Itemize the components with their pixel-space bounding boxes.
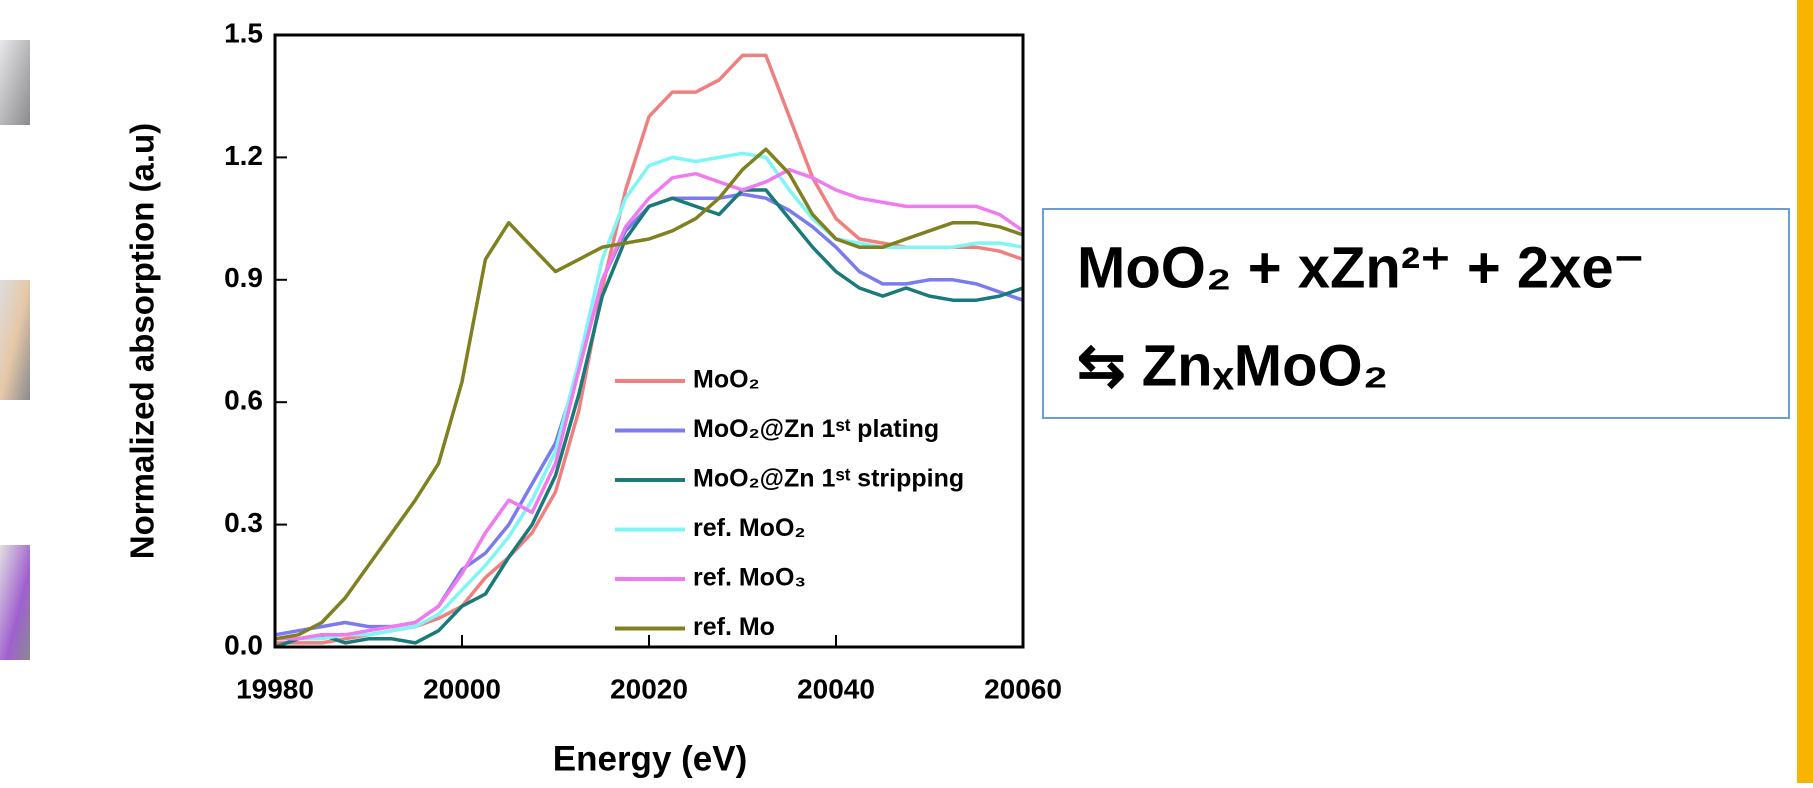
x-axis-title: Energy (eV) xyxy=(553,739,748,778)
legend-label: ref. MoO₃ xyxy=(693,564,806,592)
legend-label: ref. Mo xyxy=(693,613,775,641)
series-line xyxy=(274,188,1024,649)
equation-line: ⇆ ZnₓMoO₂ xyxy=(1077,333,1388,398)
y-tick-label: 1.2 xyxy=(224,140,263,171)
x-tick-label: 20060 xyxy=(984,673,1062,704)
y-tick-label: 0.9 xyxy=(224,262,263,293)
image-fragment xyxy=(0,280,30,400)
equation-line: MoO₂ + xZn²⁺ + 2xe⁻ xyxy=(1077,235,1644,300)
series-line xyxy=(275,151,1024,641)
x-tick-label: 20000 xyxy=(423,673,501,704)
image-fragment xyxy=(0,545,30,660)
legend-label: MoO₂@Zn 1ˢᵗ stripping xyxy=(693,465,964,493)
y-tick-label: 0.0 xyxy=(224,629,263,660)
image-fragment xyxy=(0,40,30,125)
legend-label: MoO₂@Zn 1ˢᵗ plating xyxy=(693,415,939,443)
x-tick-label: 19980 xyxy=(236,673,314,704)
series-line xyxy=(275,53,1024,645)
side-bar xyxy=(1797,0,1813,783)
x-tick-label: 20020 xyxy=(610,673,688,704)
y-tick-label: 1.5 xyxy=(224,17,263,48)
x-tick-label: 20040 xyxy=(797,673,875,704)
legend-label: ref. MoO₂ xyxy=(693,514,806,542)
legend-label: MoO₂ xyxy=(693,366,760,394)
plot-frame xyxy=(273,33,1025,649)
equation-box xyxy=(1042,208,1790,419)
y-axis-title: Normalized absorption (a.u) xyxy=(124,123,161,559)
series-line xyxy=(274,147,1024,641)
y-tick-label: 0.6 xyxy=(224,385,263,416)
series-line xyxy=(275,167,1025,641)
y-tick-label: 0.3 xyxy=(224,507,263,538)
